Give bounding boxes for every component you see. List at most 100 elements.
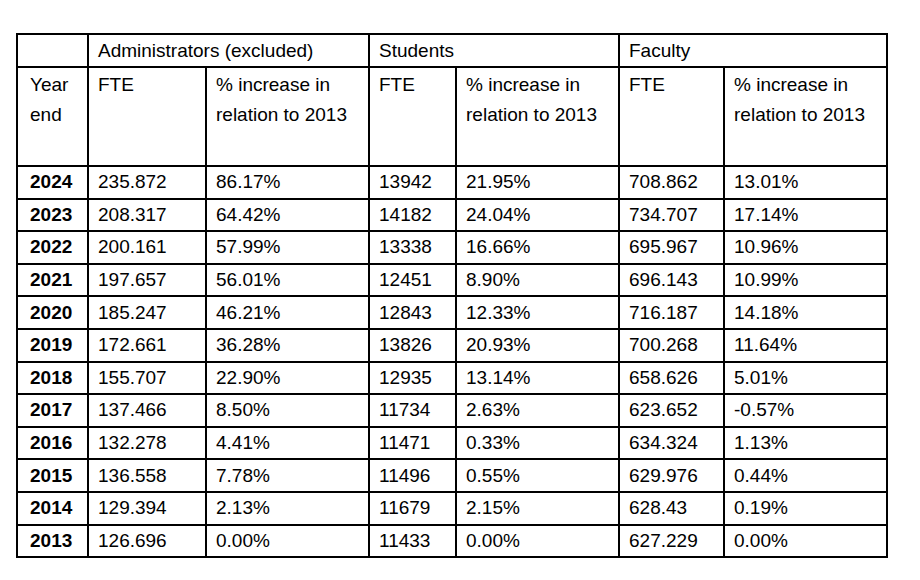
faculty-fte-cell: 734.707 [619,199,724,232]
students-pct-cell: 8.90% [456,264,619,297]
admin-fte-cell: 126.696 [88,525,206,558]
faculty-fte-cell: 629.976 [619,459,724,492]
column-header-year-end: Year end [17,67,88,166]
faculty-pct-cell: 0.44% [724,459,887,492]
year-cell: 2024 [17,166,88,199]
students-fte-cell: 12843 [369,296,456,329]
admin-pct-cell: 57.99% [206,231,369,264]
students-pct-cell: 0.55% [456,459,619,492]
faculty-fte-cell: 716.187 [619,296,724,329]
faculty-fte-cell: 627.229 [619,525,724,558]
admin-fte-cell: 235.872 [88,166,206,199]
students-pct-cell: 2.15% [456,492,619,525]
faculty-fte-cell: 658.626 [619,362,724,395]
group-header-students: Students [369,34,619,67]
students-fte-cell: 11471 [369,427,456,460]
students-fte-cell: 11496 [369,459,456,492]
students-pct-cell: 0.33% [456,427,619,460]
admin-fte-cell: 185.247 [88,296,206,329]
admin-pct-cell: 56.01% [206,264,369,297]
table-row: 2020 185.247 46.21% 12843 12.33% 716.187… [17,296,887,329]
table-row: 2023 208.317 64.42% 14182 24.04% 734.707… [17,199,887,232]
year-cell: 2013 [17,525,88,558]
students-fte-cell: 13826 [369,329,456,362]
table-row: 2018 155.707 22.90% 12935 13.14% 658.626… [17,362,887,395]
year-cell: 2023 [17,199,88,232]
admin-pct-cell: 4.41% [206,427,369,460]
faculty-fte-cell: 634.324 [619,427,724,460]
students-fte-cell: 11679 [369,492,456,525]
year-cell: 2021 [17,264,88,297]
faculty-fte-cell: 696.143 [619,264,724,297]
students-pct-cell: 2.63% [456,394,619,427]
year-cell: 2018 [17,362,88,395]
year-cell: 2015 [17,459,88,492]
faculty-pct-cell: 13.01% [724,166,887,199]
group-header-faculty: Faculty [619,34,887,67]
faculty-pct-cell: 10.96% [724,231,887,264]
column-header-admin-fte: FTE [88,67,206,166]
table-row: 2017 137.466 8.50% 11734 2.63% 623.652 -… [17,394,887,427]
faculty-pct-cell: 0.19% [724,492,887,525]
column-header-students-pct: % increase in relation to 2013 [456,67,619,166]
table-row: 2019 172.661 36.28% 13826 20.93% 700.268… [17,329,887,362]
students-fte-cell: 13942 [369,166,456,199]
students-pct-cell: 0.00% [456,525,619,558]
admin-pct-cell: 46.21% [206,296,369,329]
page: Administrators (excluded) Students Facul… [0,0,920,580]
faculty-fte-cell: 628.43 [619,492,724,525]
admin-pct-cell: 8.50% [206,394,369,427]
students-pct-cell: 16.66% [456,231,619,264]
column-header-faculty-fte: FTE [619,67,724,166]
table-row: 2014 129.394 2.13% 11679 2.15% 628.43 0.… [17,492,887,525]
admin-pct-cell: 7.78% [206,459,369,492]
faculty-pct-cell: 11.64% [724,329,887,362]
faculty-pct-cell: -0.57% [724,394,887,427]
students-fte-cell: 14182 [369,199,456,232]
faculty-fte-cell: 695.967 [619,231,724,264]
corner-cell [17,34,88,67]
group-header-row: Administrators (excluded) Students Facul… [17,34,887,67]
table-row: 2024 235.872 86.17% 13942 21.95% 708.862… [17,166,887,199]
table-row: 2016 132.278 4.41% 11471 0.33% 634.324 1… [17,427,887,460]
students-fte-cell: 12451 [369,264,456,297]
faculty-fte-cell: 708.862 [619,166,724,199]
students-fte-cell: 12935 [369,362,456,395]
column-header-students-fte: FTE [369,67,456,166]
column-header-row: Year end FTE % increase in relation to 2… [17,67,887,166]
admin-fte-cell: 197.657 [88,264,206,297]
column-header-admin-pct: % increase in relation to 2013 [206,67,369,166]
admin-pct-cell: 36.28% [206,329,369,362]
students-pct-cell: 13.14% [456,362,619,395]
group-header-administrators: Administrators (excluded) [88,34,369,67]
faculty-fte-cell: 623.652 [619,394,724,427]
students-pct-cell: 12.33% [456,296,619,329]
students-pct-cell: 21.95% [456,166,619,199]
admin-fte-cell: 208.317 [88,199,206,232]
admin-pct-cell: 64.42% [206,199,369,232]
table-row: 2022 200.161 57.99% 13338 16.66% 695.967… [17,231,887,264]
faculty-fte-cell: 700.268 [619,329,724,362]
admin-pct-cell: 86.17% [206,166,369,199]
students-fte-cell: 11433 [369,525,456,558]
year-cell: 2017 [17,394,88,427]
faculty-pct-cell: 0.00% [724,525,887,558]
students-fte-cell: 11734 [369,394,456,427]
faculty-pct-cell: 5.01% [724,362,887,395]
admin-pct-cell: 22.90% [206,362,369,395]
column-header-faculty-pct: % increase in relation to 2013 [724,67,887,166]
admin-fte-cell: 137.466 [88,394,206,427]
admin-fte-cell: 136.558 [88,459,206,492]
admin-fte-cell: 172.661 [88,329,206,362]
table-row: 2013 126.696 0.00% 11433 0.00% 627.229 0… [17,525,887,558]
year-cell: 2022 [17,231,88,264]
students-fte-cell: 13338 [369,231,456,264]
students-pct-cell: 24.04% [456,199,619,232]
admin-fte-cell: 155.707 [88,362,206,395]
admin-fte-cell: 129.394 [88,492,206,525]
faculty-pct-cell: 17.14% [724,199,887,232]
table-row: 2021 197.657 56.01% 12451 8.90% 696.143 … [17,264,887,297]
faculty-pct-cell: 10.99% [724,264,887,297]
fte-increase-table: Administrators (excluded) Students Facul… [16,33,888,558]
admin-pct-cell: 0.00% [206,525,369,558]
